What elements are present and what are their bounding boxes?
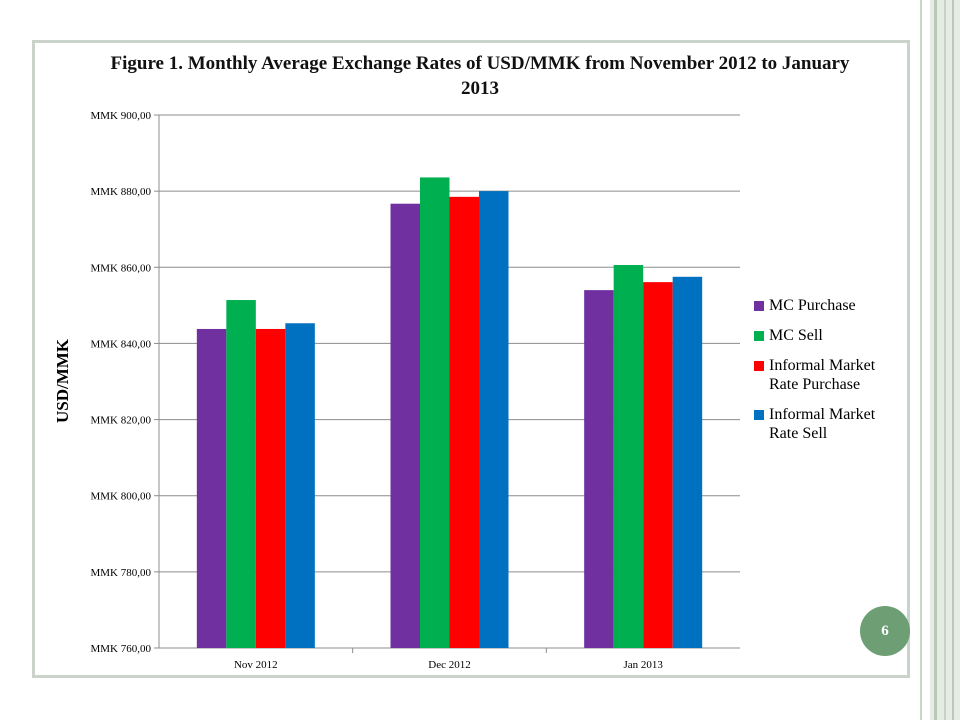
bar: [449, 196, 479, 648]
decor-stripe: [934, 0, 937, 720]
legend-label: Informal Market Rate Purchase: [769, 357, 876, 393]
bar: [672, 276, 703, 648]
y-tick-label: MMK 760,00: [90, 643, 151, 655]
legend-swatch: [754, 410, 764, 420]
bar: [390, 203, 420, 648]
bar: [643, 282, 673, 648]
bar: [584, 290, 614, 648]
bar: [479, 191, 509, 648]
legend-swatch: [754, 361, 764, 371]
legend-item: Informal Market Rate Sell: [754, 405, 904, 443]
y-tick-label: MMK 780,00: [90, 567, 151, 579]
bar: [196, 328, 227, 648]
legend-swatch: [754, 301, 764, 311]
x-tick-label: Dec 2012: [428, 659, 470, 671]
bar: [255, 328, 286, 648]
legend-label: MC Purchase: [769, 297, 856, 314]
bar: [420, 177, 450, 649]
legend-item: MC Purchase: [754, 296, 904, 315]
page-number-badge: 6: [860, 606, 910, 656]
x-tick-label: Jan 2013: [623, 659, 663, 671]
bar: [226, 300, 256, 648]
legend-item: Informal Market Rate Purchase: [754, 356, 904, 394]
y-tick-label: MMK 840,00: [90, 338, 151, 350]
y-tick-label: MMK 820,00: [90, 415, 151, 427]
y-tick-label: MMK 880,00: [90, 186, 151, 198]
legend-label: Informal Market Rate Sell: [769, 406, 876, 442]
y-tick-label: MMK 860,00: [90, 262, 151, 274]
decor-stripe: [952, 0, 954, 720]
decor-stripe: [920, 0, 922, 720]
legend-swatch: [754, 331, 764, 341]
bar: [613, 265, 644, 648]
legend-label: MC Sell: [769, 327, 823, 344]
y-tick-label: MMK 900,00: [90, 110, 151, 122]
bar: [285, 323, 315, 648]
decor-stripe: [944, 0, 946, 720]
y-axis-label: USD/MMK: [53, 338, 72, 423]
y-tick-label: MMK 800,00: [90, 491, 151, 503]
chart-legend: MC Purchase MC Sell Informal Market Rate P…: [754, 296, 904, 454]
x-tick-label: Nov 2012: [234, 659, 278, 671]
legend-item: MC Sell: [754, 326, 904, 345]
chart-title: Figure 1. Monthly Average Exchange Rates…: [110, 53, 850, 99]
